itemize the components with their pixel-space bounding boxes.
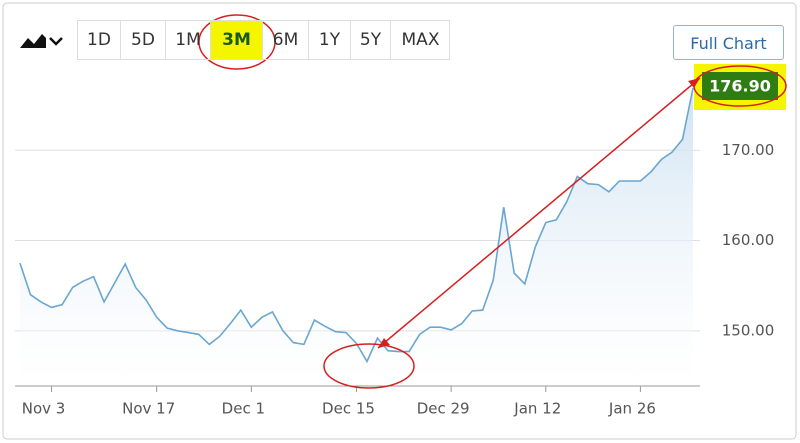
range-button[interactable]: 1Y	[308, 21, 350, 59]
x-tick-label: Jan 12	[513, 400, 561, 418]
x-tick-label: Nov 3	[22, 400, 66, 418]
y-tick-label: 160.00	[722, 231, 775, 249]
x-tick-label: Nov 17	[122, 400, 175, 418]
y-tick-label: 150.00	[722, 321, 775, 339]
range-selector	[77, 20, 450, 60]
full-chart-button[interactable]: Full Chart	[673, 25, 784, 60]
range-button[interactable]: 5Y	[350, 21, 390, 59]
annotation-circle	[323, 343, 415, 389]
x-tick-label: Dec 29	[417, 400, 470, 418]
x-tick-label: Jan 26	[608, 400, 656, 418]
y-tick-label: 170.00	[722, 141, 775, 159]
range-button[interactable]: 3M	[210, 21, 262, 59]
price-label: 176.90	[709, 77, 771, 96]
annotation-arrow	[377, 77, 701, 349]
range-button[interactable]: 1D	[87, 30, 111, 50]
range-button[interactable]: 6M	[262, 21, 308, 59]
range-button[interactable]: 1M	[165, 21, 210, 59]
range-button[interactable]: MAX	[390, 21, 450, 59]
arrow-head	[378, 338, 390, 348]
x-tick-label: Dec 1	[222, 400, 265, 418]
x-tick-label: Dec 15	[322, 400, 375, 418]
range-button[interactable]: 5D	[120, 21, 165, 59]
price-badge	[702, 72, 778, 100]
chart-type-icon	[20, 34, 63, 48]
area-fill	[20, 88, 693, 385]
annotation-circle	[198, 14, 276, 70]
arrow-head	[688, 78, 700, 88]
